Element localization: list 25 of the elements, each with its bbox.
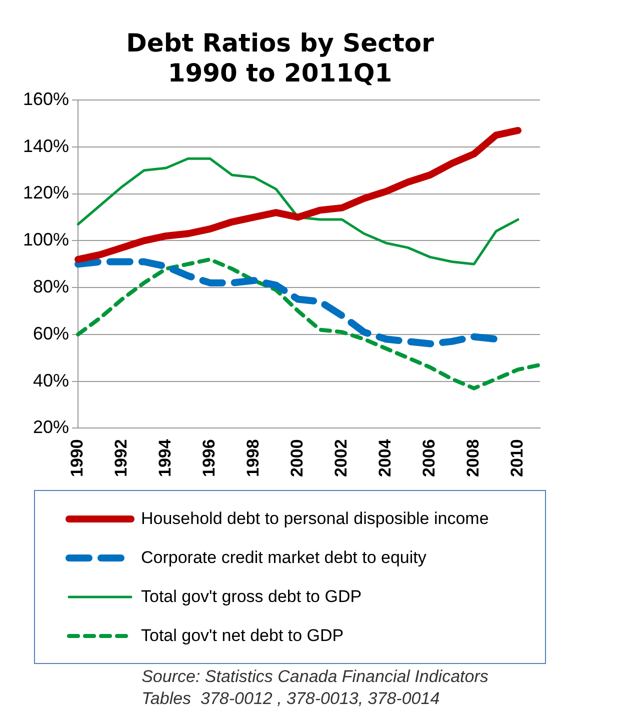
x-tick-label: 1992 <box>112 439 131 478</box>
x-tick-label: 2002 <box>332 439 351 478</box>
y-tick-label: 160% <box>22 88 70 109</box>
x-tick-label: 1994 <box>156 438 175 478</box>
x-tick-label: 2004 <box>376 438 395 478</box>
source-note: Source: Statistics Canada Financial Indicators Tables 378-0012 , 378-0013, 378-0014 <box>142 666 488 710</box>
x-tick-label: 2010 <box>508 439 527 478</box>
y-tick-label: 40% <box>33 370 70 390</box>
y-tick-label: 80% <box>33 276 70 296</box>
x-tick-label: 2006 <box>420 439 439 478</box>
y-tick-label: 20% <box>33 417 70 438</box>
x-tick-label: 1990 <box>68 439 87 478</box>
x-tick-label: 1996 <box>200 439 219 478</box>
legend-label: Total gov't gross debt to GDP <box>141 586 362 606</box>
x-tick-label: 2008 <box>464 439 483 478</box>
y-tick-label: 140% <box>22 136 70 156</box>
legend-label: Total gov't net debt to GDP <box>141 626 344 646</box>
chart-title: Debt Ratios by Sector 1990 to 2011Q1 <box>126 28 435 88</box>
legend-label: Household debt to personal disposible income <box>141 508 489 528</box>
legend-label: Corporate credit market debt to equity <box>141 548 426 568</box>
x-tick-label: 1998 <box>244 439 263 478</box>
y-tick-label: 60% <box>33 323 70 344</box>
x-tick-label: 2000 <box>288 439 307 478</box>
y-tick-label: 100% <box>22 230 70 250</box>
y-tick-label: 120% <box>22 182 70 203</box>
